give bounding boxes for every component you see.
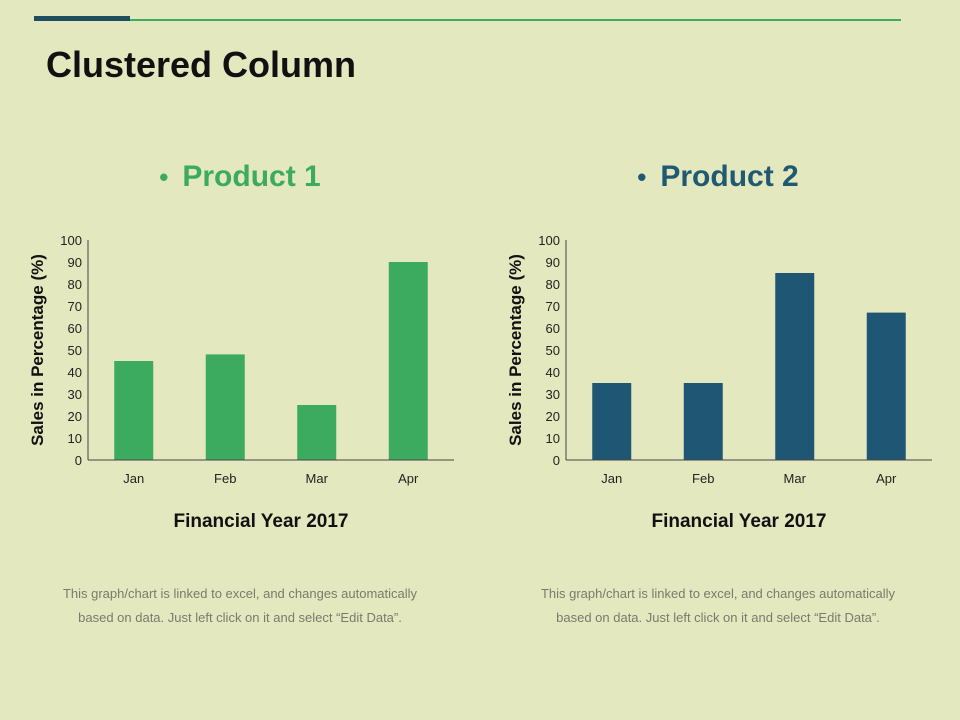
chart-footnote: This graph/chart is linked to excel, and…	[518, 582, 918, 630]
y-tick-label: 50	[546, 343, 560, 358]
y-tick-label: 40	[546, 365, 560, 380]
y-tick-label: 90	[68, 255, 82, 270]
y-tick-label: 80	[546, 277, 560, 292]
y-axis-title: Sales in Percentage (%)	[28, 254, 47, 446]
chart-title: • Product 2	[488, 160, 948, 194]
chart-title: • Product 1	[10, 160, 470, 194]
bullet-icon: •	[159, 162, 169, 192]
bar-feb	[205, 354, 245, 460]
x-tick-label: Feb	[214, 471, 236, 486]
x-tick-label: Mar	[306, 471, 329, 486]
y-tick-label: 20	[68, 409, 82, 424]
y-tick-label: 100	[60, 233, 82, 248]
bar-jan	[114, 361, 154, 460]
y-tick-label: 30	[546, 387, 560, 402]
footnote-line-1: This graph/chart is linked to excel, and…	[540, 586, 896, 601]
y-tick-label: 80	[68, 277, 82, 292]
y-tick-label: 10	[68, 431, 82, 446]
y-tick-label: 10	[546, 431, 560, 446]
y-axis-title: Sales in Percentage (%)	[506, 254, 525, 446]
chart-panel-product-1[interactable]: • Product 1 0 10 20 30 40 50 60 70 80 90 100 Jan Feb M…	[10, 150, 470, 630]
x-tick-label: Feb	[692, 471, 714, 486]
y-tick-label: 40	[68, 365, 82, 380]
y-tick-label: 60	[68, 321, 82, 336]
bar-chart-product-2[interactable]: 0 10 20 30 40 50 60 70 80 90 100 Jan Feb Mar Apr Sales …	[488, 220, 948, 540]
y-tick-label: 100	[538, 233, 560, 248]
x-tick-label: Apr	[876, 471, 897, 486]
y-tick-label: 60	[546, 321, 560, 336]
footnote-line-2: based on data. Just left click on it and…	[556, 610, 880, 625]
y-tick-label: 90	[546, 255, 560, 270]
y-tick-label: 70	[68, 299, 82, 314]
y-tick-label: 50	[68, 343, 82, 358]
title-accent-bar-dark	[34, 16, 130, 21]
y-tick-label: 0	[75, 453, 82, 468]
chart-footnote: This graph/chart is linked to excel, and…	[40, 582, 440, 630]
bar-apr	[388, 262, 428, 460]
bar-apr	[866, 312, 906, 460]
y-tick-label: 0	[553, 453, 560, 468]
bar-jan	[592, 383, 632, 460]
slide-title: Clustered Column	[46, 44, 357, 85]
bar-mar	[297, 405, 337, 460]
chart-title-text: Product 2	[660, 160, 799, 193]
x-axis-title: Financial Year 2017	[174, 511, 349, 532]
y-tick-label: 30	[68, 387, 82, 402]
x-tick-label: Jan	[123, 471, 144, 486]
y-tick-label: 20	[546, 409, 560, 424]
footnote-line-2: based on data. Just left click on it and…	[78, 610, 402, 625]
x-tick-label: Mar	[784, 471, 807, 486]
x-tick-label: Apr	[398, 471, 419, 486]
y-tick-label: 70	[546, 299, 560, 314]
x-tick-label: Jan	[601, 471, 622, 486]
x-axis-title: Financial Year 2017	[652, 511, 827, 532]
title-accent-line-green	[130, 19, 901, 21]
bullet-icon: •	[637, 162, 647, 192]
chart-panel-product-2[interactable]: • Product 2 0 10 20 30 40 50 60 70 80 90 100 Jan Feb M…	[488, 150, 948, 630]
bar-feb	[683, 383, 723, 460]
footnote-line-1: This graph/chart is linked to excel, and…	[62, 586, 418, 601]
bar-chart-product-1[interactable]: 0 10 20 30 40 50 60 70 80 90 100 Jan Feb Mar Apr Sales …	[10, 220, 470, 540]
chart-title-text: Product 1	[182, 160, 321, 193]
bar-mar	[775, 273, 815, 460]
